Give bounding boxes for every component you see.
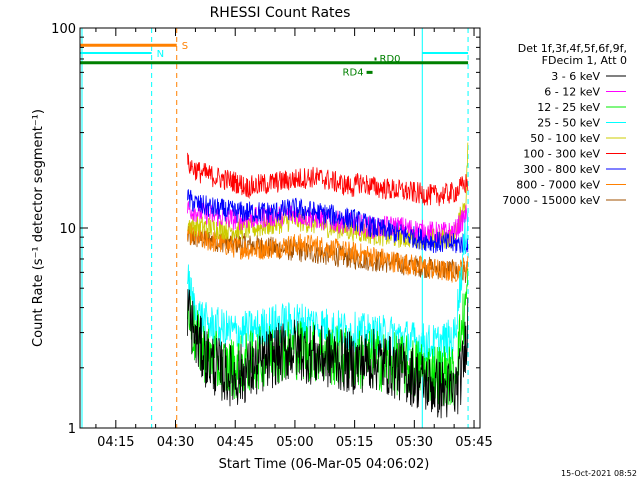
y-tick-label: 10 (59, 222, 76, 237)
series-line (187, 212, 469, 364)
legend-header-line-2: FDecim 1, Att 0 (542, 54, 627, 67)
legend-entry-label: 6 - 12 keV (544, 86, 600, 99)
legend-entry-label: 25 - 50 keV (537, 117, 600, 130)
legend-entry-label: 3 - 6 keV (551, 70, 600, 83)
legend-entry-label: 100 - 300 keV (523, 148, 600, 161)
y-axis: 1 10 100 (51, 22, 480, 437)
state-bar-label: RD4 (343, 67, 364, 78)
legend-entry-label: 12 - 25 keV (537, 101, 600, 114)
series-line (187, 289, 469, 419)
legend: Det 1f,3f,4f,5f,6f,9f, FDecim 1, Att 0 3… (502, 42, 627, 207)
x-axis: 04:15 04:30 04:45 05:00 05:15 05:30 05:45 (95, 28, 493, 450)
x-tick-label: 04:45 (216, 435, 253, 450)
state-bar-label: N (157, 49, 164, 60)
x-axis-label: Start Time (06-Mar-05 04:06:02) (219, 457, 430, 472)
series-line (187, 152, 469, 207)
y-tick-label: 100 (51, 22, 76, 37)
chart-title: RHESSI Count Rates (210, 5, 351, 21)
state-bar-label: RD0 (380, 54, 401, 65)
y-tick-label: 1 (68, 422, 76, 437)
series-line (187, 189, 469, 254)
x-tick-label: 05:15 (336, 435, 373, 450)
legend-header-line-1: Det 1f,3f,4f,5f,6f,9f, (518, 42, 627, 55)
plot-area (80, 28, 469, 428)
x-tick-label: 05:30 (396, 435, 433, 450)
x-tick-label: 05:00 (276, 435, 313, 450)
y-axis-label: Count Rate (s⁻¹ detector segment⁻¹) (31, 109, 46, 347)
legend-entry-label: 300 - 800 keV (523, 163, 600, 176)
x-tick-label: 04:15 (97, 435, 134, 450)
legend-entry-label: 7000 - 15000 keV (502, 194, 600, 207)
series-line (187, 221, 469, 283)
x-tick-label: 04:30 (157, 435, 194, 450)
x-tick-label: 05:45 (455, 435, 492, 450)
legend-entry-label: 50 - 100 keV (530, 132, 600, 145)
legend-entry-label: 800 - 7000 keV (516, 179, 600, 192)
state-bar-label: S (182, 41, 188, 52)
footer-timestamp: 15-Oct-2021 08:52 (561, 469, 637, 478)
